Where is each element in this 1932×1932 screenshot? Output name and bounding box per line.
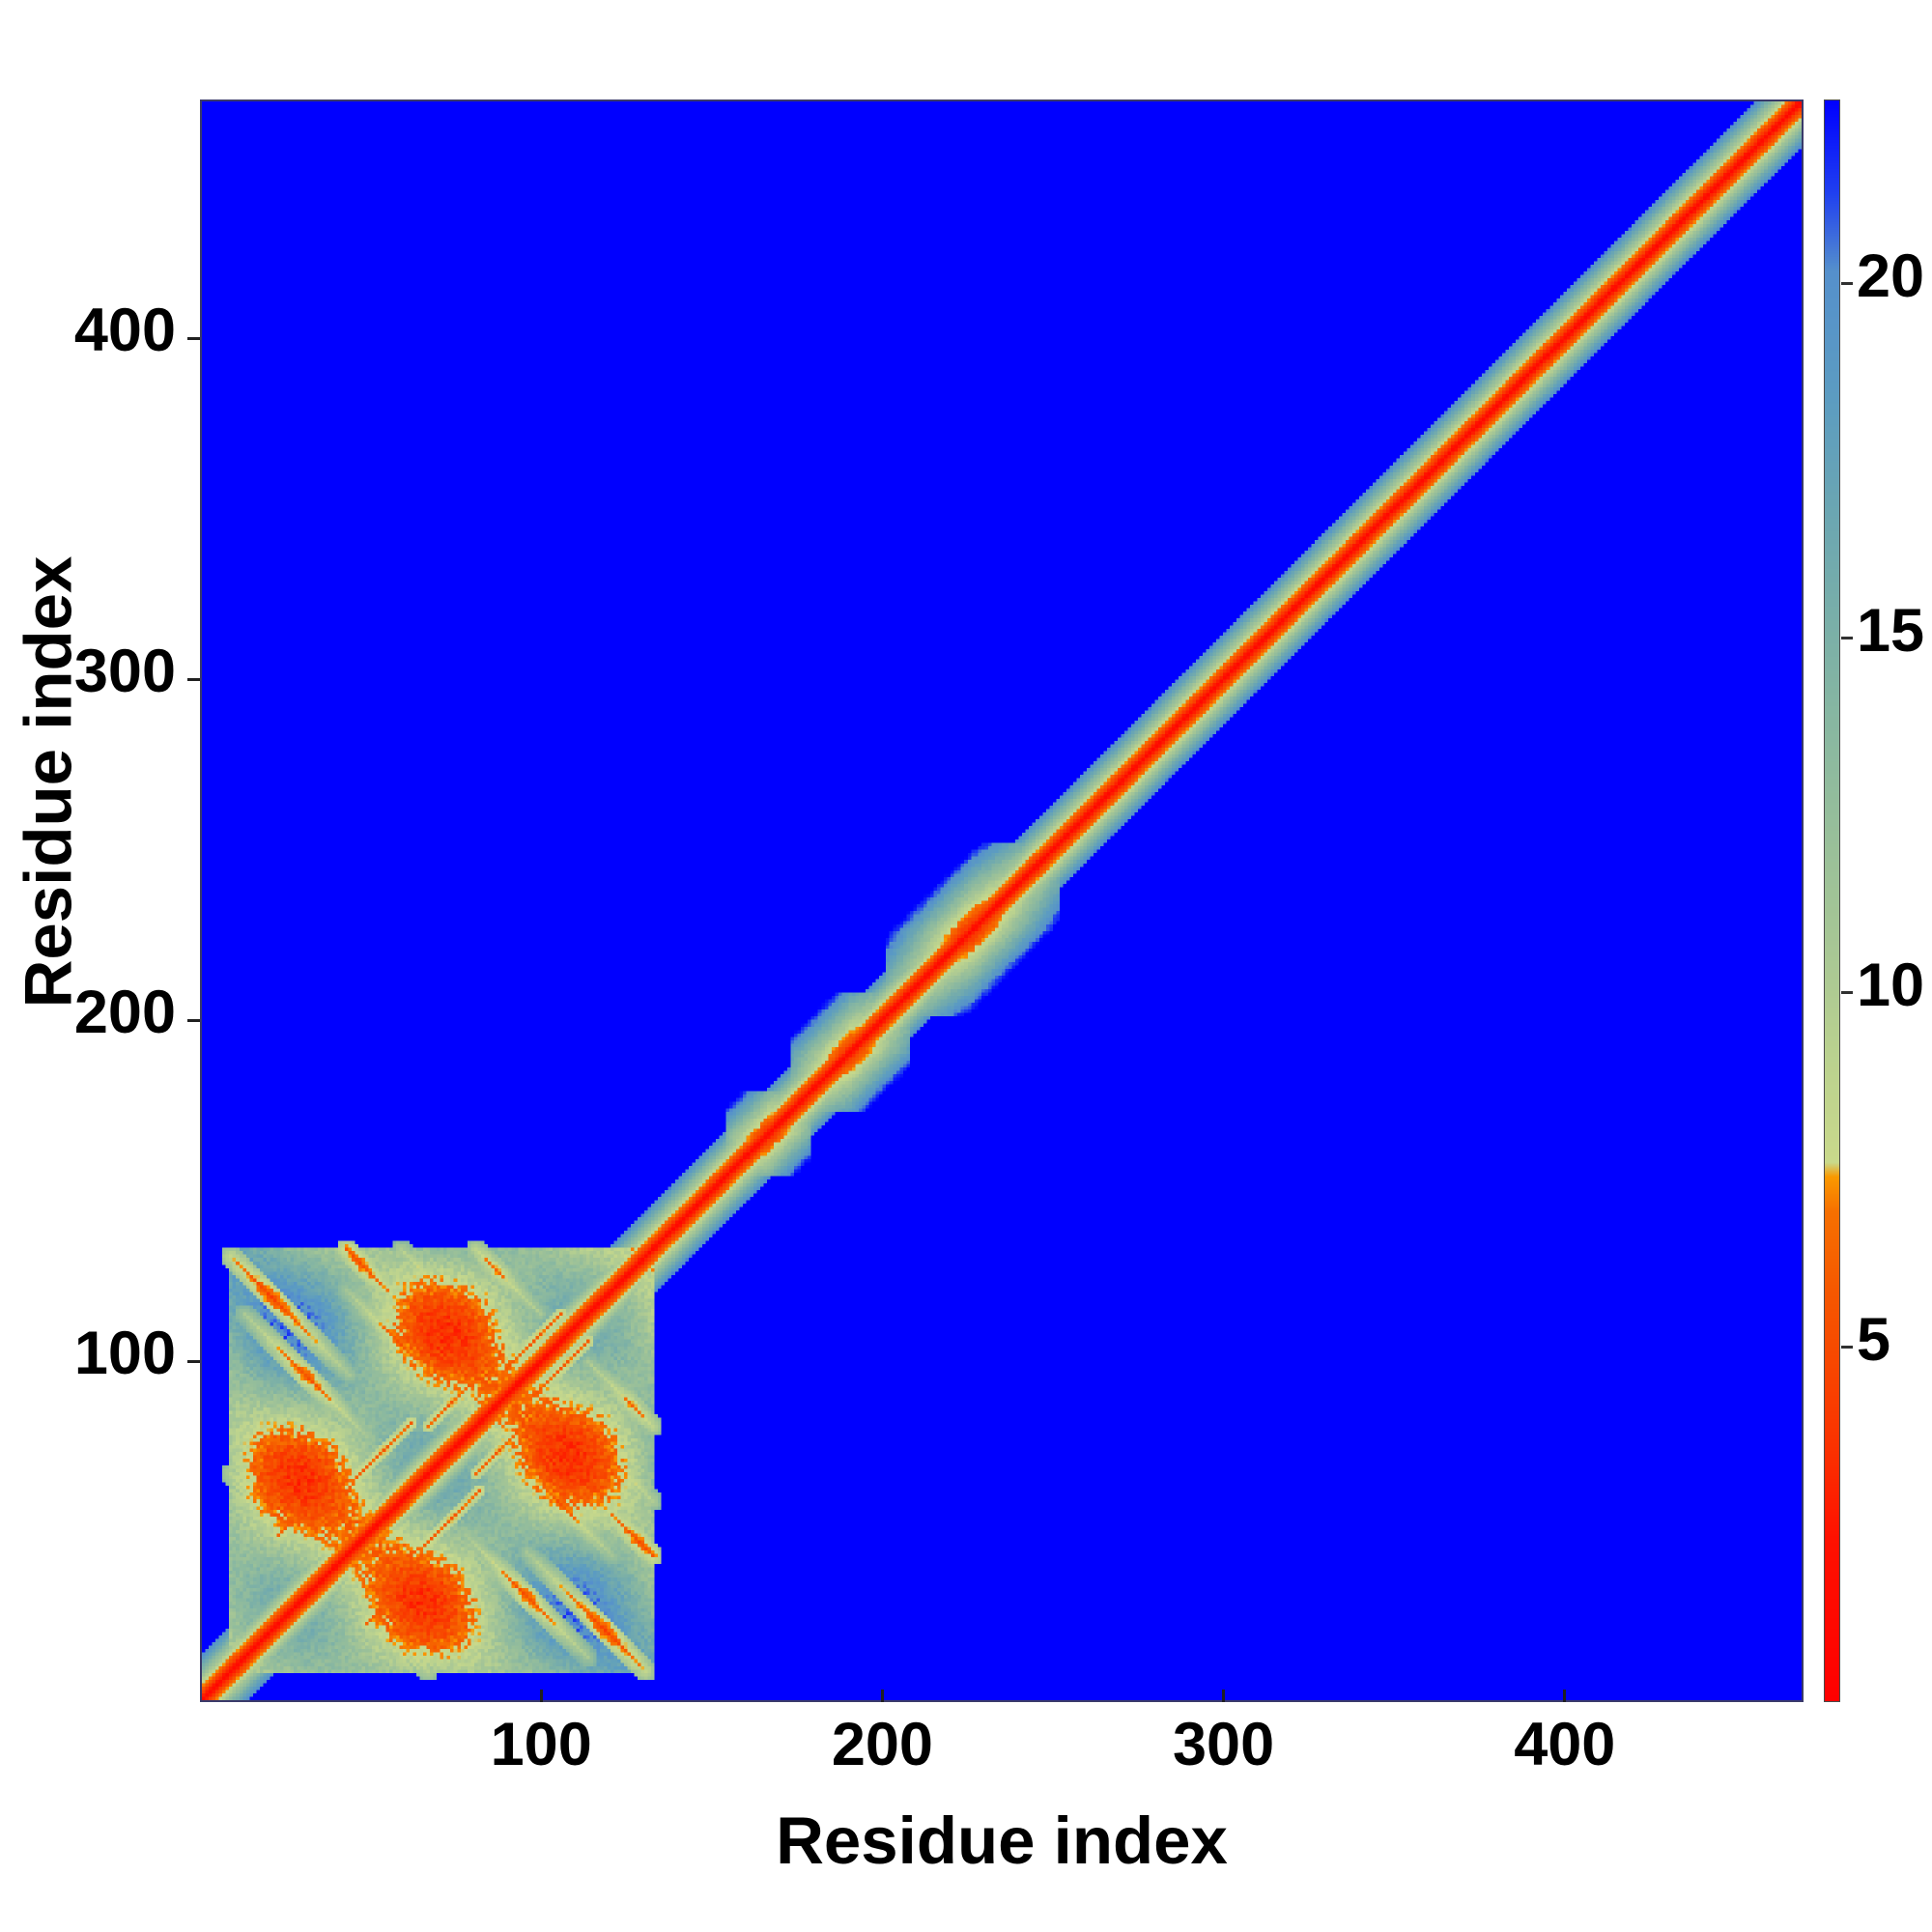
residue-distance-heatmap <box>202 101 1802 1700</box>
colorbar-gradient <box>1824 99 1840 1702</box>
x-axis-tick-300 <box>1222 1690 1226 1702</box>
colorbar-label-10: 10 <box>1857 951 1925 1019</box>
colorbar-label-5: 5 <box>1857 1305 1891 1374</box>
y-axis-tick-label-400: 400 <box>73 297 176 365</box>
colorbar-tick-15 <box>1841 637 1853 640</box>
colorbar <box>1824 99 1840 1702</box>
y-axis-tick-label-200: 200 <box>73 979 176 1047</box>
x-axis-tick-label-200: 200 <box>831 1711 933 1778</box>
x-axis-tick-100 <box>539 1690 543 1702</box>
y-axis-tick-100 <box>187 1359 200 1363</box>
colorbar-label-15: 15 <box>1857 596 1925 665</box>
x-axis-tick-label-400: 400 <box>1514 1711 1616 1778</box>
x-axis-title: Residue index <box>776 1804 1228 1878</box>
y-axis-tick-200 <box>187 1018 200 1022</box>
colorbar-tick-5 <box>1841 1346 1853 1350</box>
y-axis-title: Residue index <box>11 555 86 1009</box>
x-axis-tick-label-100: 100 <box>490 1711 592 1778</box>
y-axis-tick-label-300: 300 <box>73 638 176 706</box>
x-axis-tick-400 <box>1563 1690 1567 1702</box>
x-axis-tick-label-300: 300 <box>1173 1711 1275 1778</box>
y-axis-tick-300 <box>187 677 200 681</box>
colorbar-tick-20 <box>1841 282 1853 286</box>
colorbar-tick-10 <box>1841 991 1853 995</box>
colorbar-label-20: 20 <box>1857 242 1925 310</box>
y-axis-tick-label-100: 100 <box>73 1320 176 1388</box>
y-axis-tick-400 <box>187 336 200 340</box>
heatmap-plot-area <box>200 99 1804 1702</box>
x-axis-tick-200 <box>880 1690 884 1702</box>
